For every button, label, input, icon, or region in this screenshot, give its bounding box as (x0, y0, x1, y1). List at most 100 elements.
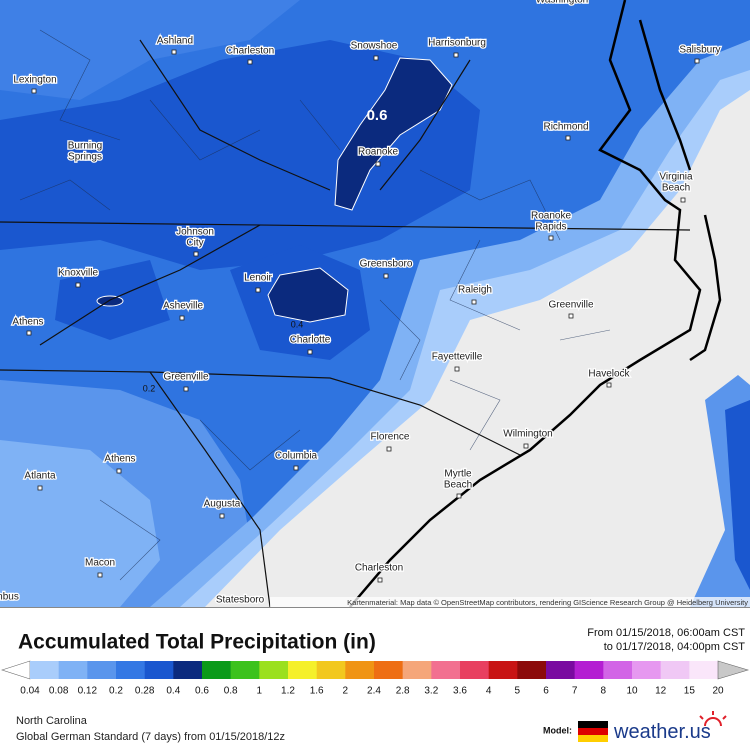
map: Washington Ashland Charleston Snowshoe Harri… (0, 0, 750, 608)
city-marker (386, 446, 392, 452)
precip-area (0, 0, 300, 100)
city-marker (293, 465, 299, 471)
precip-max-area (334, 57, 453, 211)
brand-name: weather (613, 721, 685, 743)
legend-swatch (431, 661, 461, 679)
legend-label: 0.4 (166, 686, 180, 697)
legend-label: 1 (257, 686, 263, 697)
legend-swatch (259, 661, 289, 679)
legend-label: 0.12 (78, 686, 98, 697)
city-marker (247, 59, 253, 65)
legend-swatch (316, 661, 346, 679)
legend-swatch (460, 661, 489, 679)
city-marker (116, 468, 122, 474)
attribution: Kartenmaterial: Map data © OpenStreetMap… (347, 598, 748, 607)
legend-label: 8 (601, 686, 607, 697)
city-marker (606, 382, 612, 388)
city-label: Springs (68, 152, 102, 163)
city-marker (456, 493, 462, 499)
city-marker (307, 349, 313, 355)
city-label: Beach (662, 183, 690, 194)
city-marker (37, 485, 43, 491)
title: Accumulated Total Precipitation (in) (18, 631, 376, 654)
precip-area (725, 400, 750, 590)
valid-to: to 01/17/2018, 04:00pm CST (604, 641, 746, 653)
precip-area (0, 40, 480, 270)
coastline (349, 0, 722, 608)
legend-swatch (517, 661, 547, 679)
legend-label: 20 (712, 686, 724, 697)
city-marker (97, 572, 103, 578)
legend-label: 2.8 (396, 686, 410, 697)
legend-arrow-low (1, 660, 31, 680)
city-label: Salisbury (679, 45, 720, 56)
legend-swatch (173, 661, 203, 679)
model-run: Global German Standard (7 days) from 01/… (16, 731, 285, 743)
city-marker (377, 577, 383, 583)
city-label: Myrtle (444, 469, 472, 480)
legend-label: 1.6 (310, 686, 324, 697)
precip-area (0, 440, 160, 607)
city-label: Asheville (163, 301, 203, 312)
legend-swatch (30, 661, 59, 679)
legend-swatch (288, 661, 317, 679)
precip-free-area (205, 90, 750, 607)
precip-max-area (267, 267, 349, 323)
city-label: Augusta (204, 499, 241, 510)
legend-swatch (689, 661, 719, 679)
precip-max-area (96, 295, 124, 307)
legend-swatch (546, 661, 575, 679)
legend-swatch (87, 661, 117, 679)
legend-swatch (230, 661, 260, 679)
city-label: Snowshoe (351, 41, 398, 52)
city-label: Greensboro (360, 259, 413, 270)
legend-label: 2.4 (367, 686, 381, 697)
contour-label: 0.2 (143, 383, 156, 393)
city-label: Lenoir (244, 273, 272, 284)
city-label: Raleigh (458, 285, 492, 296)
city-label: Virginia (659, 172, 693, 183)
legend-label: 3.6 (453, 686, 467, 697)
model-label: Model: (543, 725, 572, 735)
legend-label: 4 (486, 686, 492, 697)
legend-swatch (202, 661, 231, 679)
legend-swatch (632, 661, 661, 679)
region: North Carolina (16, 715, 88, 727)
city-label: Charleston (226, 46, 274, 57)
legend-swatch (144, 661, 174, 679)
city-label: Havelock (588, 369, 630, 380)
brand: weather.us (613, 721, 711, 743)
legend-label: 6 (543, 686, 549, 697)
city-marker (26, 330, 32, 336)
city-marker (219, 513, 225, 519)
city-label: City (186, 238, 203, 249)
legend-label: 1.2 (281, 686, 295, 697)
legend-label: 0.2 (109, 686, 123, 697)
city-marker (454, 366, 460, 372)
city-marker (255, 287, 261, 293)
city-marker (75, 282, 81, 288)
city-label: Greenville (163, 372, 208, 383)
city-label: Ashland (157, 36, 193, 47)
city-label: Athens (12, 317, 43, 328)
city-marker (453, 52, 459, 58)
city-label: Roanoke (531, 211, 571, 222)
contour-label: 0.4 (291, 319, 304, 329)
flag (578, 721, 608, 742)
legend-label: 0.04 (20, 686, 40, 697)
legend-swatch (116, 661, 145, 679)
city-label: Greenville (548, 300, 593, 311)
city-label: Fayetteville (432, 352, 483, 363)
city-label: Wilmington (503, 429, 552, 440)
city-label: Richmond (543, 122, 588, 133)
city-label: Johnson (176, 227, 214, 238)
city-marker (375, 161, 381, 167)
city-label: Roanoke (358, 147, 398, 158)
city-label: Columbia (275, 451, 318, 462)
city-marker (523, 443, 529, 449)
city-label: Charlotte (290, 335, 331, 346)
city-label: Harrisonburg (428, 38, 486, 49)
legend-swatch (345, 661, 375, 679)
legend-label: 0.6 (195, 686, 209, 697)
city-label: Knoxville (58, 268, 98, 279)
